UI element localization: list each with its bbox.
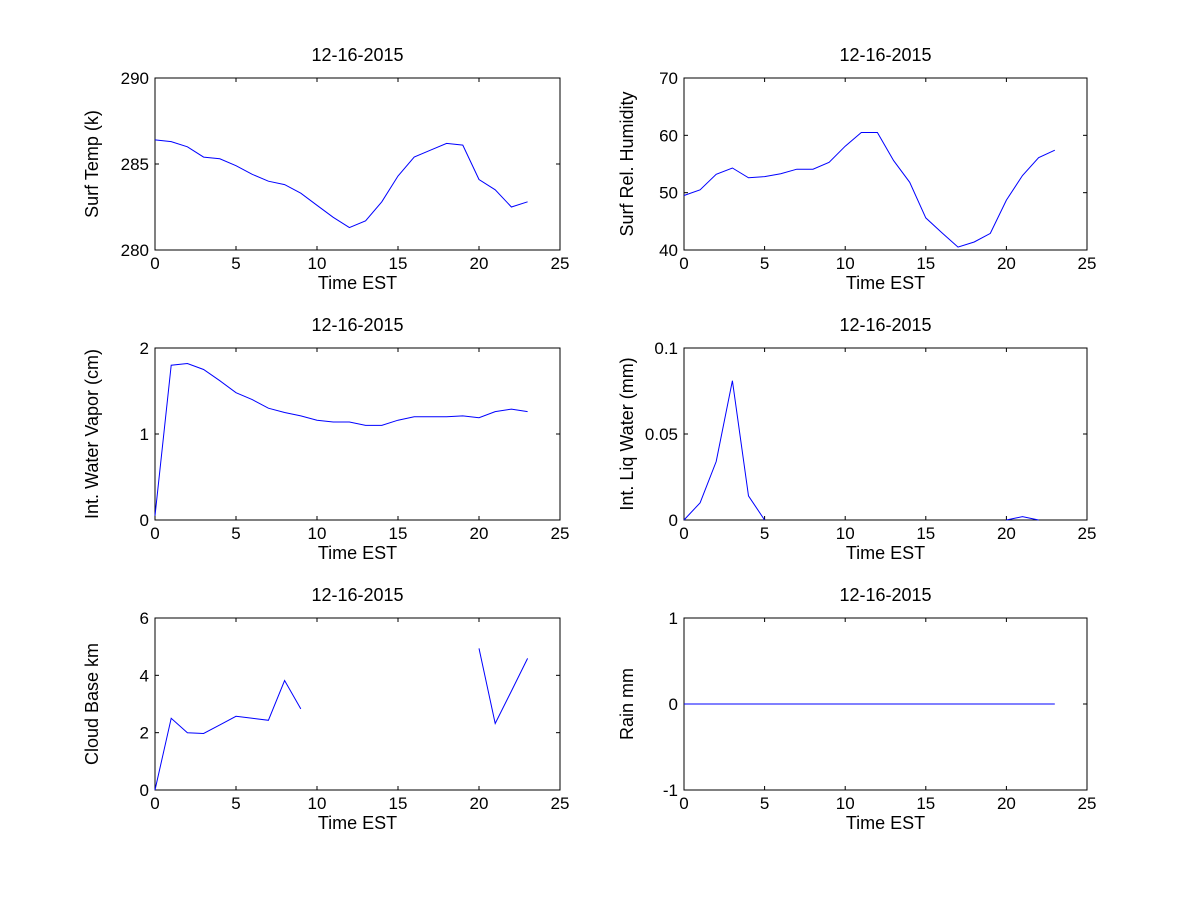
- axes-box: [154, 77, 561, 251]
- x-tick-label: 0: [679, 254, 688, 273]
- chart-title: 12-16-2015: [311, 585, 403, 605]
- y-axis-label: Surf Rel. Humidity: [617, 91, 637, 236]
- subplot-1: 0 5 10 15 20 25 280 285 290 12-16-2015 Time EST Sur…: [82, 45, 569, 293]
- x-tick-label: 20: [997, 524, 1016, 543]
- subplot-5: 0 5 10 15 20 25 0 2 4 6 12-16-2015 Time EST Cloud Ba…: [82, 585, 569, 833]
- x-tick-label: 20: [997, 254, 1016, 273]
- y-tick-label: 280: [121, 241, 149, 260]
- x-tick-label: 5: [760, 794, 769, 813]
- x-axis-label: Time EST: [846, 273, 925, 293]
- y-tick-label: 50: [659, 184, 678, 203]
- data-line: [154, 362, 528, 516]
- x-tick-label: 10: [836, 254, 855, 273]
- x-tick-label: 25: [551, 794, 570, 813]
- y-tick-label: 6: [140, 609, 149, 628]
- x-tick-label: 25: [1078, 794, 1097, 813]
- data-line: [683, 132, 1056, 248]
- x-tick-label: 25: [1078, 524, 1097, 543]
- x-tick-label: 5: [760, 254, 769, 273]
- chart-title: 12-16-2015: [311, 45, 403, 65]
- y-tick-label: 70: [659, 69, 678, 88]
- data-line: [1006, 516, 1039, 521]
- chart-title: 12-16-2015: [839, 315, 931, 335]
- x-tick-label: 20: [470, 524, 489, 543]
- y-tick-label: 285: [121, 155, 149, 174]
- x-tick-label: 25: [551, 524, 570, 543]
- x-tick-label: 0: [679, 524, 688, 543]
- subplot-4: 0 5 10 15 20 25 0 0.05 0.1 12-16-2015 Time EST Int.…: [617, 315, 1096, 563]
- y-tick-label: 0: [140, 781, 149, 800]
- subplot-2: 0 5 10 15 20 25 40 50 60 70 12-16-2015 Time EST Surf…: [617, 45, 1096, 293]
- y-tick-label: 40: [659, 241, 678, 260]
- x-tick-label: 5: [760, 524, 769, 543]
- y-axis-label: Surf Temp (k): [82, 110, 102, 218]
- x-tick-label: 15: [389, 794, 408, 813]
- data-line: [683, 380, 766, 521]
- x-tick-label: 5: [231, 794, 240, 813]
- data-line: [154, 139, 528, 229]
- x-tick-label: 5: [231, 524, 240, 543]
- x-tick-label: 0: [150, 794, 159, 813]
- y-axis-label: Cloud Base km: [82, 643, 102, 765]
- y-tick-label: 2: [140, 339, 149, 358]
- x-axis-label: Time EST: [318, 813, 397, 833]
- y-axis-label: Int. Water Vapor (cm): [82, 349, 102, 519]
- y-tick-label: 0.05: [645, 425, 678, 444]
- data-line: [154, 679, 302, 791]
- axes-box: [683, 347, 1088, 521]
- x-axis-label: Time EST: [318, 273, 397, 293]
- x-tick-label: 20: [997, 794, 1016, 813]
- axes-box: [154, 617, 561, 791]
- x-tick-label: 15: [916, 524, 935, 543]
- x-tick-label: 5: [231, 254, 240, 273]
- x-tick-label: 25: [1078, 254, 1097, 273]
- x-axis-label: Time EST: [846, 543, 925, 563]
- chart-title: 12-16-2015: [839, 45, 931, 65]
- y-tick-label: 60: [659, 126, 678, 145]
- axes-box: [683, 77, 1088, 251]
- y-tick-label: 4: [140, 666, 149, 685]
- x-tick-label: 15: [389, 524, 408, 543]
- x-tick-label: 10: [308, 254, 327, 273]
- y-tick-label: 2: [140, 724, 149, 743]
- x-tick-label: 15: [389, 254, 408, 273]
- x-tick-label: 0: [150, 254, 159, 273]
- y-tick-label: 0.1: [654, 339, 678, 358]
- y-axis-label: Int. Liq Water (mm): [617, 357, 637, 510]
- y-axis-label: Rain mm: [617, 668, 637, 740]
- y-tick-label: 0: [669, 695, 678, 714]
- x-tick-label: 15: [916, 254, 935, 273]
- chart-title: 12-16-2015: [311, 315, 403, 335]
- y-tick-label: 290: [121, 69, 149, 88]
- x-tick-label: 20: [470, 254, 489, 273]
- x-axis-label: Time EST: [846, 813, 925, 833]
- x-axis-label: Time EST: [318, 543, 397, 563]
- x-tick-label: 0: [679, 794, 688, 813]
- x-tick-label: 10: [836, 524, 855, 543]
- x-tick-label: 25: [551, 254, 570, 273]
- x-tick-label: 0: [150, 524, 159, 543]
- chart-title: 12-16-2015: [839, 585, 931, 605]
- x-tick-label: 10: [308, 524, 327, 543]
- y-tick-label: 1: [669, 609, 678, 628]
- y-tick-label: 0: [140, 511, 149, 530]
- y-tick-label: -1: [663, 781, 678, 800]
- y-tick-label: 1: [140, 425, 149, 444]
- axes-box: [154, 347, 561, 521]
- y-tick-label: 0: [669, 511, 678, 530]
- subplot-3: 0 5 10 15 20 25 0 1 2 12-16-2015 Time EST Int. Wate…: [82, 315, 569, 563]
- x-tick-label: 20: [470, 794, 489, 813]
- data-line: [478, 648, 529, 725]
- x-tick-label: 10: [836, 794, 855, 813]
- x-tick-label: 10: [308, 794, 327, 813]
- x-tick-label: 15: [916, 794, 935, 813]
